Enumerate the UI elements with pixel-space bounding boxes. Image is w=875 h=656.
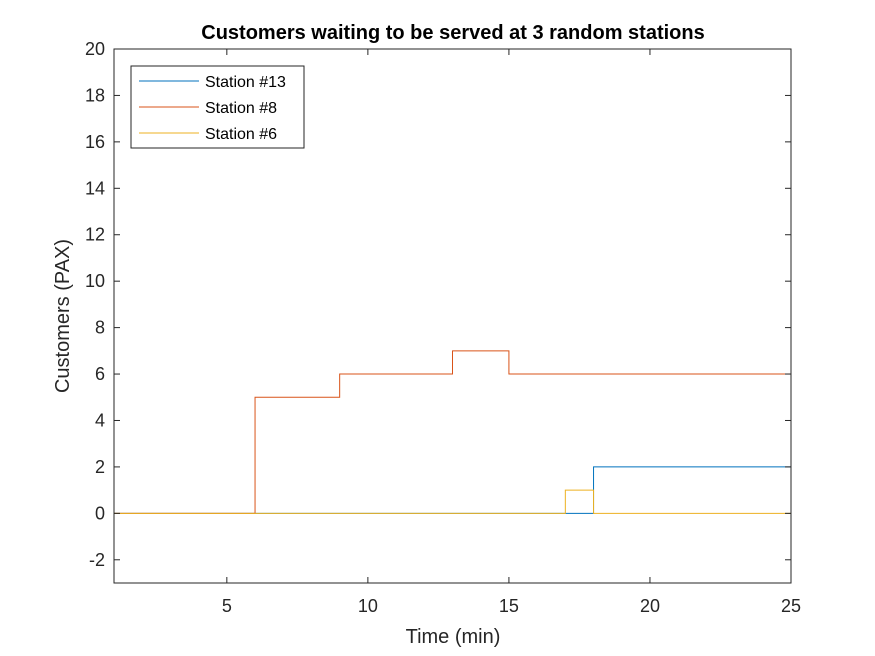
series-layer: [114, 350, 791, 514]
x-tick-label: 15: [499, 596, 519, 616]
x-axis: 5 10 15 20 25: [222, 49, 801, 616]
legend: Station #13 Station #8 Station #6: [130, 65, 305, 149]
y-tick-label: 14: [85, 178, 105, 198]
y-tick-label: 10: [85, 271, 105, 291]
plot-frame: [113, 48, 792, 584]
series-line-station-8: [114, 350, 791, 514]
legend-entry: Station #13: [205, 74, 286, 91]
y-tick-label: 16: [85, 132, 105, 152]
y-axis: -2 0 2 4 6 8 10 12 14 16 18 20: [85, 39, 791, 570]
y-tick-label: 4: [95, 410, 105, 430]
y-tick-label: 20: [85, 39, 105, 59]
x-tick-label: 25: [781, 596, 801, 616]
y-tick-label: 2: [95, 457, 105, 477]
x-tick-label: 5: [222, 596, 232, 616]
x-tick-label: 20: [640, 596, 660, 616]
y-tick-label: 12: [85, 225, 105, 245]
x-axis-label: Time (min): [406, 626, 501, 648]
chart-title: Customers waiting to be served at 3 rand…: [201, 22, 704, 44]
legend-entry: Station #6: [205, 126, 277, 143]
y-axis-label: Customers (PAX): [52, 239, 74, 393]
y-tick-label: -2: [89, 550, 105, 570]
y-tick-label: 18: [85, 85, 105, 105]
y-tick-label: 0: [95, 503, 105, 523]
y-tick-label: 6: [95, 364, 105, 384]
legend-entry: Station #8: [205, 100, 277, 117]
x-tick-label: 10: [358, 596, 378, 616]
series-line-station-6: [114, 489, 791, 514]
y-tick-label: 8: [95, 318, 105, 338]
